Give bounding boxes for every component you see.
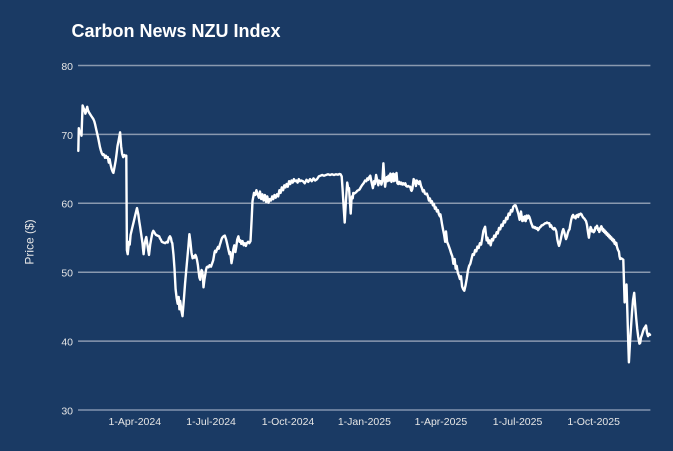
svg-text:1-Jul-2024: 1-Jul-2024 <box>186 416 236 428</box>
svg-text:1-Jan-2025: 1-Jan-2025 <box>338 416 391 428</box>
svg-text:30: 30 <box>61 405 73 417</box>
svg-text:70: 70 <box>61 130 73 142</box>
svg-text:40: 40 <box>61 337 73 349</box>
svg-text:1-Apr-2025: 1-Apr-2025 <box>415 416 468 428</box>
svg-text:60: 60 <box>61 199 73 211</box>
svg-text:80: 80 <box>61 61 73 73</box>
svg-text:1-Oct-2025: 1-Oct-2025 <box>567 416 620 428</box>
svg-text:Carbon News NZU Index: Carbon News NZU Index <box>72 21 281 41</box>
svg-text:1-Apr-2024: 1-Apr-2024 <box>109 416 162 428</box>
svg-text:1-Oct-2024: 1-Oct-2024 <box>262 416 315 428</box>
svg-text:1-Jul-2025: 1-Jul-2025 <box>493 416 543 428</box>
svg-text:Price ($): Price ($) <box>23 219 37 264</box>
svg-text:50: 50 <box>61 268 73 280</box>
